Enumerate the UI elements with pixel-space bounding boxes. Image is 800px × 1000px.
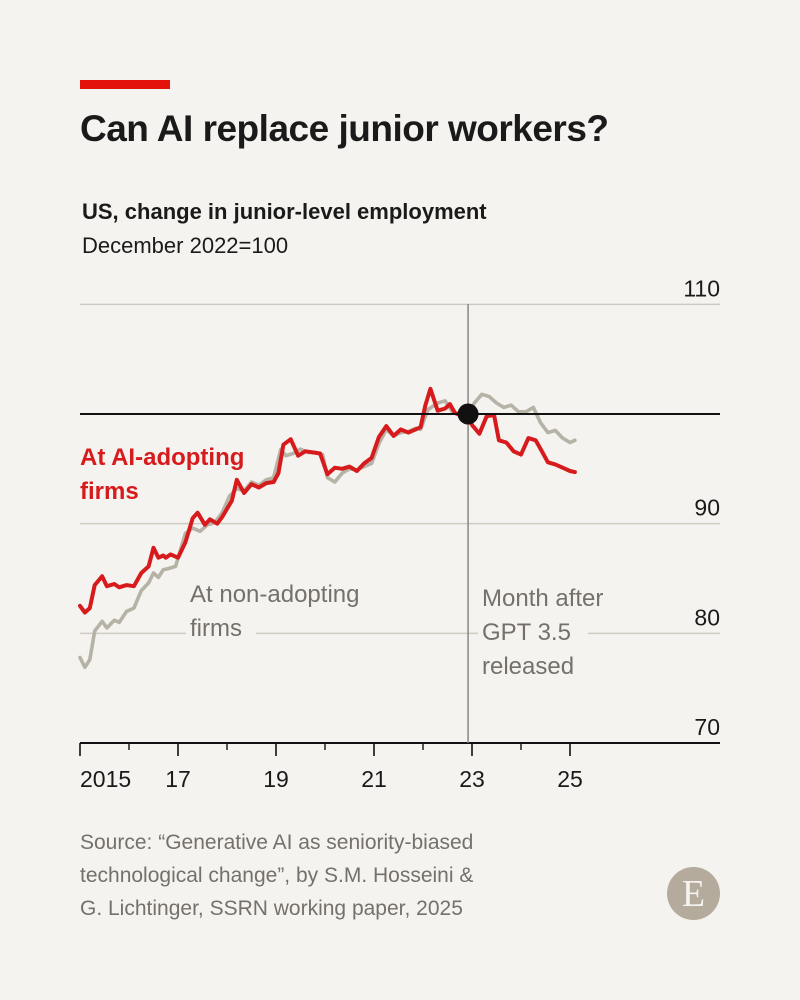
source-note: Source: “Generative AI as seniority-bias… — [80, 826, 600, 925]
annotation-gpt-release: GPT 3.5 — [482, 619, 571, 646]
series-label-ai-adopting: At AI-adopting — [80, 444, 244, 471]
x-tick-label: 17 — [165, 766, 191, 792]
y-tick-label: 90 — [694, 495, 720, 521]
series-label-ai-adopting: firms — [80, 478, 139, 505]
label-mask — [186, 614, 256, 642]
series-label-non-adopting: At non-adopting — [190, 581, 359, 608]
y-tick-label: 110 — [683, 275, 720, 301]
y-tick-label: 70 — [694, 714, 720, 740]
series-line-ai-adopting — [78, 386, 577, 615]
x-tick-label: 21 — [361, 766, 387, 792]
series-label-non-adopting: firms — [190, 615, 242, 642]
x-tick-label: 2015 — [80, 766, 131, 792]
source-line: Source: “Generative AI as seniority-bias… — [80, 831, 474, 854]
x-tick-label: 23 — [459, 766, 485, 792]
y-tick-label: 80 — [694, 604, 720, 630]
chart-subtitle: US, change in junior-level employment — [82, 199, 487, 224]
annotation-gpt-release: Month after — [482, 585, 603, 612]
publisher-logo: E — [667, 867, 720, 920]
x-tick-label: 25 — [557, 766, 583, 792]
brand-red-bar — [80, 80, 170, 89]
source-line: technological change”, by S.M. Hosseini … — [80, 864, 474, 887]
reference-point — [457, 403, 479, 425]
source-line: G. Lichtinger, SSRN working paper, 2025 — [80, 897, 463, 920]
label-mask — [478, 618, 588, 644]
chart-index-note: December 2022=100 — [82, 233, 289, 258]
annotation-gpt-release: released — [482, 653, 574, 680]
x-tick-label: 19 — [263, 766, 289, 792]
page-title: Can AI replace junior workers? — [80, 108, 609, 149]
